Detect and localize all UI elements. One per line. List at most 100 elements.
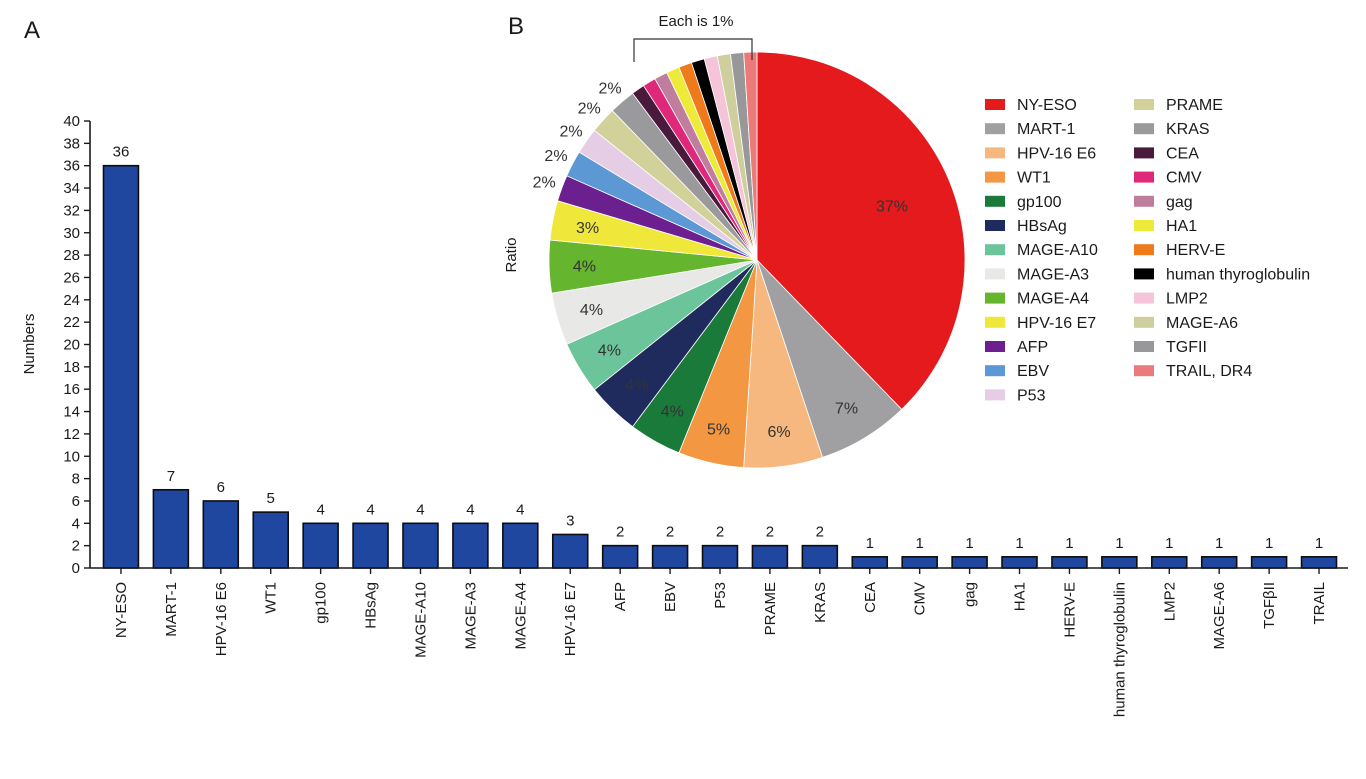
pie-slices [548,51,966,469]
bar-data-label: 1 [1015,535,1023,552]
bar-14 [801,544,839,569]
pie-annotation: Each is 1% [633,13,753,62]
legend-swatch [985,195,1005,207]
pie-chart: Ratio 37% 7% 6% 5% 4% 4% 4% 4% 4% 3% 2% 2% 2% 2% 2% Ea… [503,13,1310,469]
legend-swatch [1134,171,1154,183]
bar-data-label: 1 [1065,535,1073,552]
legend-label: MAGE-A4 [1017,291,1089,308]
pie-slice-label: 5% [707,421,730,438]
bar-y-tick-label: 32 [63,202,80,219]
legend-item: NY-ESO [985,97,1077,114]
bar-17 [951,556,988,569]
legend-label: gp100 [1017,194,1062,211]
legend-swatch [985,365,1005,377]
legend-label: HA1 [1166,218,1197,235]
bar-x-tick-label: MART-1 [163,582,180,637]
legend-label: LMP2 [1166,291,1208,308]
legend-label: human thyroglobulin [1166,266,1310,283]
bar-24 [1300,556,1338,569]
bar-y-tick-label: 12 [63,426,80,443]
legend-label: MAGE-A10 [1017,242,1098,259]
pie-slice-label: 2% [544,148,567,165]
bar-x-tick-label: CMV [912,582,929,615]
bar-8 [502,522,539,569]
legend-item: HERV-E [1134,242,1225,259]
legend-label: AFP [1017,339,1048,356]
pie-slice-24 [743,51,758,261]
bar-x-tick-label: AFP [612,582,629,611]
legend-label: WT1 [1017,170,1051,187]
bar-x-tick-label: gp100 [313,582,330,624]
bar-x-tick-label: EBV [662,582,679,612]
legend-label: HPV-16 E7 [1017,315,1096,332]
bar-13 [751,544,789,569]
legend-swatch [985,99,1005,110]
legend-item: HPV-16 E7 [985,315,1096,332]
legend-label: HPV-16 E6 [1017,145,1096,162]
pie-slice-0 [756,51,966,410]
legend-swatch [1134,99,1154,110]
legend-item: HPV-16 E6 [985,145,1096,162]
legend-item: gag [1134,194,1193,211]
legend-swatch [1134,195,1154,207]
legend-label: NY-ESO [1017,97,1077,114]
legend-label: gag [1166,194,1193,211]
pie-slice-label: 4% [661,403,684,420]
bar-18 [1001,556,1038,569]
bar-15 [851,556,889,569]
bar-x-tick-label: KRAS [812,582,829,623]
bar-19 [1051,556,1088,569]
legend-item: TRAIL, DR4 [1134,363,1252,380]
pie-slice-label: 6% [768,424,791,441]
bar-data-label: 2 [616,524,624,541]
legend-swatch [1134,268,1154,280]
legend-swatch [1134,123,1154,135]
bar-11 [651,544,689,569]
bar-data-label: 2 [666,524,674,541]
bar-y-tick-label: 28 [63,247,80,264]
bar-data-label: 4 [416,501,424,518]
bar-x-tick-label: MAGE-A10 [412,582,429,658]
legend-label: MAGE-A3 [1017,266,1089,283]
bar-x-tick-label: LMP2 [1161,582,1178,621]
bar-data-label: 1 [1165,535,1173,552]
pie-slice-label: 2% [559,123,582,140]
bar-23 [1250,556,1288,569]
bar-y-tick-label: 24 [63,292,80,309]
bar-7 [452,522,489,569]
legend-item: CMV [1134,170,1202,187]
bar-x-tick-label: NY-ESO [113,582,130,638]
bar-data-label: 5 [267,490,275,507]
legend-swatch [1134,341,1154,352]
legend-swatch [1134,147,1154,159]
legend-swatch [1134,220,1154,231]
legend-swatch [985,147,1005,159]
pie-slice-label: 2% [578,101,601,118]
bar-x-tick-label: TGFβII [1261,582,1278,629]
bar-data-label: 1 [1215,535,1223,552]
bar-data-label: 4 [466,501,474,518]
legend-swatch [1134,316,1154,328]
bar-2 [202,500,240,569]
bar-x-tick-label: PRAME [762,582,779,635]
legend-label: HBsAg [1017,218,1067,235]
legend-label: CEA [1166,145,1199,162]
legend-swatch [1134,365,1154,377]
bar-y-tick-label: 22 [63,314,80,331]
legend-label: PRAME [1166,97,1223,114]
bar-x-tick-label: CEA [862,582,879,613]
bar-x-tick-label: P53 [712,582,729,609]
bar-x-axis: NY-ESO MART-1 HPV-16 E6 WT1 gp100 HBsAg MAGE-A… [90,567,1348,717]
bar-data-label: 1 [1115,535,1123,552]
legend-item: MAGE-A4 [985,291,1089,308]
bar-y-tick-label: 18 [63,359,80,376]
pie-slice-label: 3% [576,220,599,237]
bar-chart: Numbers 02468101214161820222426283032343… [21,113,1348,717]
legend-item: MART-1 [985,121,1075,138]
bar-y-tick-label: 40 [63,113,80,130]
bar-y-tick-label: 16 [63,381,80,398]
legend-swatch [985,389,1005,401]
legend-label: TRAIL, DR4 [1166,363,1252,380]
bar-20 [1101,556,1138,569]
